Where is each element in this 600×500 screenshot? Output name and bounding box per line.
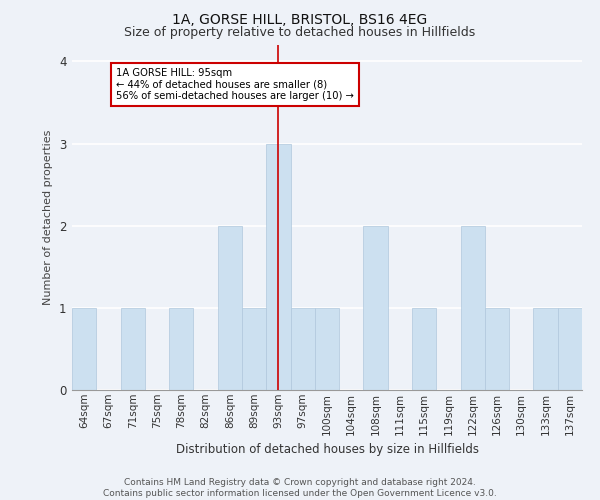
Bar xyxy=(558,308,582,390)
Bar xyxy=(169,308,193,390)
Bar xyxy=(461,226,485,390)
Text: 1A, GORSE HILL, BRISTOL, BS16 4EG: 1A, GORSE HILL, BRISTOL, BS16 4EG xyxy=(172,12,428,26)
Bar xyxy=(412,308,436,390)
Bar xyxy=(218,226,242,390)
Bar xyxy=(121,308,145,390)
Text: Contains HM Land Registry data © Crown copyright and database right 2024.
Contai: Contains HM Land Registry data © Crown c… xyxy=(103,478,497,498)
Bar xyxy=(290,308,315,390)
X-axis label: Distribution of detached houses by size in Hillfields: Distribution of detached houses by size … xyxy=(176,443,479,456)
Text: Size of property relative to detached houses in Hillfields: Size of property relative to detached ho… xyxy=(124,26,476,39)
Bar xyxy=(315,308,339,390)
Bar xyxy=(242,308,266,390)
Text: 1A GORSE HILL: 95sqm
← 44% of detached houses are smaller (8)
56% of semi-detach: 1A GORSE HILL: 95sqm ← 44% of detached h… xyxy=(116,68,353,101)
Bar xyxy=(533,308,558,390)
Bar xyxy=(72,308,96,390)
Bar xyxy=(364,226,388,390)
Bar xyxy=(485,308,509,390)
Y-axis label: Number of detached properties: Number of detached properties xyxy=(43,130,53,305)
Bar xyxy=(266,144,290,390)
